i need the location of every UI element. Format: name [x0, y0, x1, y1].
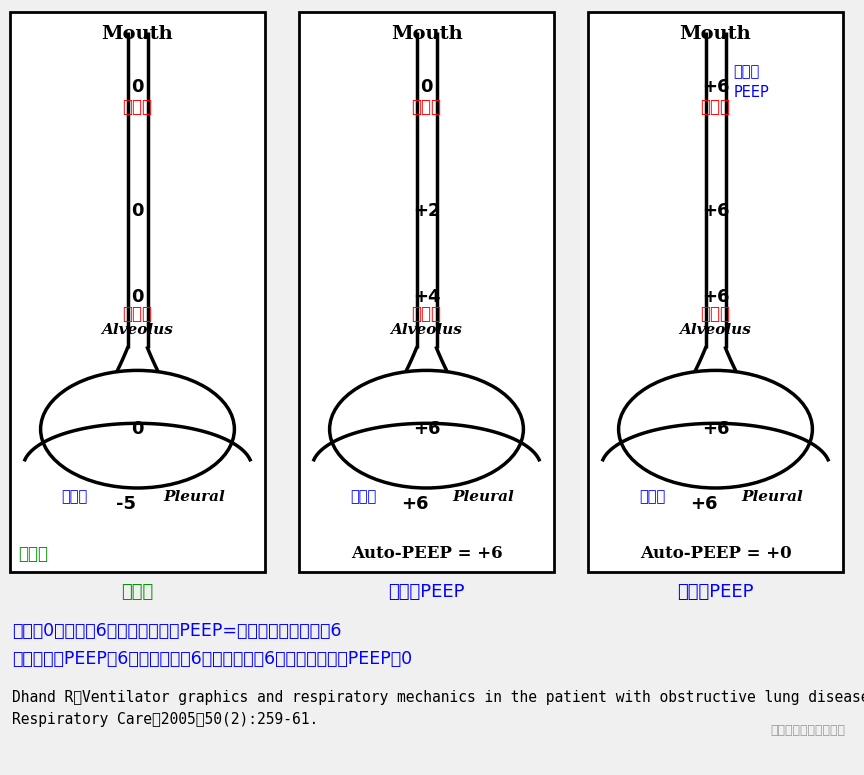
- Text: 0: 0: [131, 78, 143, 96]
- Text: 0: 0: [131, 288, 143, 305]
- Text: 肺泡压: 肺泡压: [123, 305, 153, 322]
- Text: Alveolus: Alveolus: [102, 322, 174, 336]
- Text: Alveolus: Alveolus: [680, 322, 752, 336]
- Text: 0: 0: [420, 78, 433, 96]
- Text: 正常人: 正常人: [18, 545, 48, 563]
- Text: +6: +6: [413, 420, 441, 438]
- Text: Auto-PEEP = +6: Auto-PEEP = +6: [351, 546, 502, 563]
- Text: 外源性
PEEP: 外源性 PEEP: [734, 64, 769, 100]
- Text: Pleural: Pleural: [742, 490, 804, 504]
- Text: 内源性PEEP: 内源性PEEP: [677, 583, 753, 601]
- Text: -5: -5: [116, 494, 136, 513]
- Text: 0: 0: [131, 420, 143, 438]
- Text: 气道压: 气道压: [123, 98, 153, 116]
- Ellipse shape: [329, 370, 524, 488]
- Text: +4: +4: [413, 288, 441, 305]
- Text: 气道压: 气道压: [411, 98, 442, 116]
- Text: 肺泡压: 肺泡压: [701, 305, 730, 322]
- Bar: [588, 12, 843, 572]
- Text: Auto-PEEP = +0: Auto-PEEP = +0: [639, 546, 791, 563]
- Text: 胸膜压: 胸膜压: [61, 489, 88, 505]
- Text: 气道压: 气道压: [701, 98, 730, 116]
- Text: Mouth: Mouth: [680, 25, 752, 43]
- Ellipse shape: [619, 370, 812, 488]
- Text: Pleural: Pleural: [164, 490, 226, 504]
- Text: Respiratory Care，2005，50(2):259-61.: Respiratory Care，2005，50(2):259-61.: [12, 712, 318, 727]
- Text: 设置外源性PEEP为6，气道压即为6，肺泡压也为6，最终的内源性PEEP为0: 设置外源性PEEP为6，气道压即为6，肺泡压也为6，最终的内源性PEEP为0: [12, 650, 412, 668]
- Text: +6: +6: [702, 288, 729, 305]
- Text: +6: +6: [702, 420, 729, 438]
- Text: +6: +6: [401, 494, 429, 513]
- Bar: [299, 12, 554, 572]
- Text: 小小医生之有趣的医学: 小小医生之有趣的医学: [770, 724, 845, 736]
- Text: +6: +6: [702, 202, 729, 220]
- Text: Dhand R．Ventilator graphics and respiratory mechanics in the patient with obstru: Dhand R．Ventilator graphics and respirat…: [12, 690, 864, 705]
- Ellipse shape: [41, 370, 234, 488]
- Text: 0: 0: [131, 202, 143, 220]
- Text: 肺泡压: 肺泡压: [411, 305, 442, 322]
- Bar: [10, 12, 265, 572]
- Text: Mouth: Mouth: [391, 25, 462, 43]
- Text: Mouth: Mouth: [102, 25, 174, 43]
- Text: 胸膜压: 胸膜压: [639, 489, 666, 505]
- Text: Pleural: Pleural: [453, 490, 515, 504]
- Text: +6: +6: [702, 78, 729, 96]
- Text: +6: +6: [690, 494, 718, 513]
- Text: 内源性PEEP: 内源性PEEP: [388, 583, 465, 601]
- Text: +2: +2: [413, 202, 441, 220]
- Text: 胸膜压: 胸膜压: [351, 489, 377, 505]
- Text: 正常人: 正常人: [121, 583, 154, 601]
- Text: 气道压0，肺泡压6，产生的内源性PEEP=肺泡压－气道压，为6: 气道压0，肺泡压6，产生的内源性PEEP=肺泡压－气道压，为6: [12, 622, 341, 640]
- Text: Alveolus: Alveolus: [391, 322, 462, 336]
